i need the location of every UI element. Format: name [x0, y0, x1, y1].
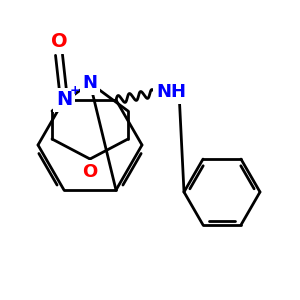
- Text: +: +: [70, 85, 80, 98]
- Text: O: O: [82, 163, 98, 181]
- Text: N: N: [56, 91, 72, 110]
- Text: NH: NH: [156, 83, 186, 101]
- Text: N: N: [82, 74, 98, 92]
- Text: O: O: [51, 32, 67, 52]
